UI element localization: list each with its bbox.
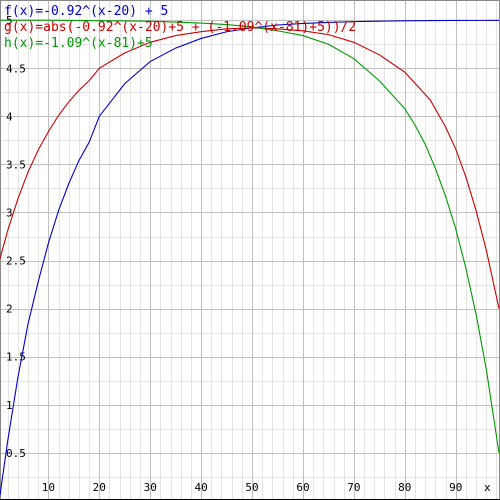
legend-entry-h: h(x)=-1.09^(x-81)+5	[4, 36, 153, 51]
x-tick-label: 60	[296, 481, 309, 494]
y-tick-label: 2.5	[6, 255, 26, 268]
x-tick-label: 20	[93, 481, 106, 494]
x-axis-label: x	[484, 481, 491, 494]
legend-entry-f: f(x)=-0.92^(x-20) + 5	[4, 4, 168, 19]
x-tick-label: 50	[245, 481, 258, 494]
x-tick-label: 30	[144, 481, 157, 494]
x-tick-label: 90	[449, 481, 462, 494]
x-tick-label: 80	[398, 481, 411, 494]
legend: f(x)=-0.92^(x-20) + 5 g(x)=abs(-0.92^(x-…	[4, 4, 356, 51]
tick-labels: 10 20 30 40 50 60 70 80 900.511.522.533.544.55	[6, 14, 462, 494]
x-tick-label: 40	[195, 481, 208, 494]
y-tick-label: 4	[6, 110, 13, 123]
y-tick-label: 4.5	[6, 62, 26, 75]
series-lines	[0, 19, 500, 496]
series-line-g	[0, 27, 500, 309]
x-tick-label: 70	[347, 481, 360, 494]
y-tick-label: 3	[6, 206, 13, 219]
series-line-h	[0, 19, 500, 453]
legend-entry-g: g(x)=abs(-0.92^(x-20)+5 + (-1.09^(x-81)+…	[4, 20, 356, 35]
y-tick-label: 3.5	[6, 158, 26, 171]
x-tick-label: 10	[42, 481, 55, 494]
y-tick-label: 0.5	[6, 447, 26, 460]
series-line-f	[0, 19, 500, 496]
y-tick-label: 2	[6, 303, 13, 316]
y-tick-label: 1	[6, 399, 13, 412]
